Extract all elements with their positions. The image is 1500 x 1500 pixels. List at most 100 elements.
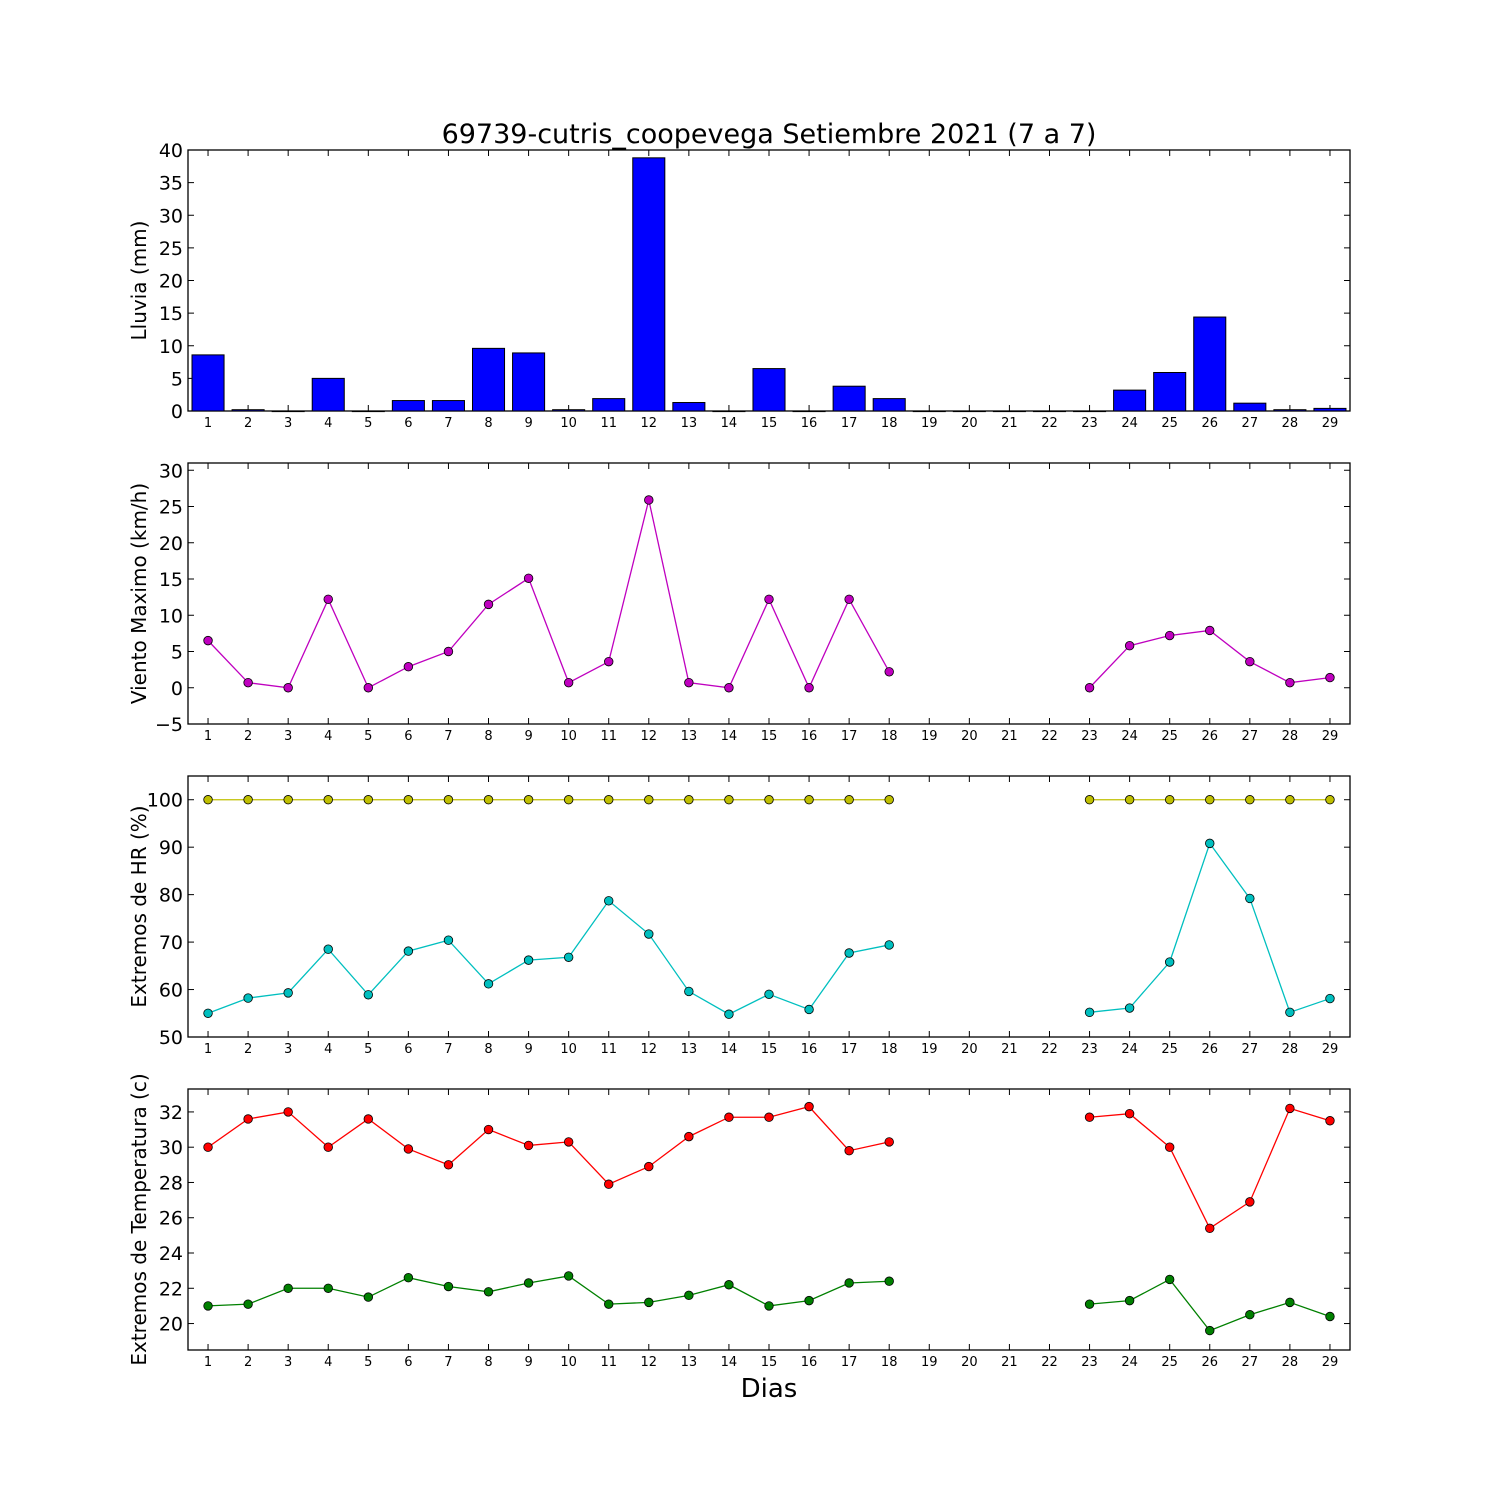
rain-bar <box>391 400 425 412</box>
hr-data-point <box>1285 1007 1295 1018</box>
rain-bar <box>1073 410 1107 413</box>
temp-data-point <box>884 1276 894 1286</box>
wind-x-tick-label: 3 <box>284 729 292 744</box>
hr-data-point <box>243 993 253 1003</box>
rain-bar <box>592 398 626 412</box>
rain-y-axis-label: Lluvia (mm) <box>127 221 151 341</box>
hr-x-tick-label: 27 <box>1242 1042 1259 1057</box>
wind-x-tick-label: 18 <box>881 729 898 744</box>
temp-data-point <box>483 1287 494 1297</box>
temp-data-point <box>724 1280 734 1290</box>
wind-y-tick-label: 5 <box>171 642 183 664</box>
temp-data-point <box>804 1295 814 1306</box>
rain-x-tick-label: 18 <box>881 416 898 431</box>
hr-x-tick-label: 13 <box>681 1042 698 1057</box>
temp-x-tick-label: 9 <box>524 1355 532 1370</box>
wind-y-tick-label: 25 <box>159 497 183 519</box>
hr-x-tick-label: 20 <box>961 1042 978 1057</box>
temp-x-tick-label: 7 <box>444 1355 452 1370</box>
hr-x-tick-label: 2 <box>244 1042 252 1057</box>
rain-bar <box>752 368 786 412</box>
temp-x-tick-label: 13 <box>681 1355 698 1370</box>
rain-x-tick-label: 9 <box>524 416 532 431</box>
temp-x-tick-label: 14 <box>721 1355 738 1370</box>
hr-data-point <box>684 795 694 805</box>
hr-x-tick-label: 29 <box>1322 1042 1339 1057</box>
temp-y-tick-label: 28 <box>159 1172 183 1194</box>
temp-data-point <box>203 1301 213 1311</box>
rain-bar <box>231 409 265 412</box>
temp-y-axis-label: Extremos de Temperatura (c) <box>127 1073 151 1365</box>
rain-x-tick-label: 15 <box>761 416 778 431</box>
hr-data-point <box>443 935 454 945</box>
hr-x-tick-label: 9 <box>524 1042 532 1057</box>
wind-x-tick-label: 20 <box>961 729 978 744</box>
temp-data-point <box>483 1124 494 1135</box>
temp-data-point <box>604 1179 614 1189</box>
temp-data-point <box>243 1114 253 1124</box>
temp-data-point <box>684 1290 694 1301</box>
hr-data-point <box>804 1004 814 1015</box>
rain-bar <box>552 409 586 412</box>
temp-x-tick-label: 16 <box>801 1355 818 1370</box>
hr-series-line <box>207 899 890 1015</box>
rain-bar <box>1233 402 1267 412</box>
hr-x-tick-label: 28 <box>1282 1042 1299 1057</box>
hr-data-point <box>724 1009 734 1019</box>
rain-bar <box>1313 407 1347 412</box>
hr-x-tick-label: 3 <box>284 1042 292 1057</box>
hr-data-point <box>1205 795 1215 805</box>
rain-bar <box>1113 389 1147 412</box>
wind-x-tick-label: 8 <box>484 729 492 744</box>
wind-data-point <box>884 667 894 677</box>
hr-x-tick-label: 1 <box>204 1042 212 1057</box>
rain-y-tick-label: 30 <box>159 205 183 227</box>
temp-data-point <box>604 1299 614 1309</box>
hr-data-point <box>1245 893 1255 904</box>
rain-bar <box>471 347 506 412</box>
rain-x-tick-label: 21 <box>1001 416 1018 431</box>
temp-x-tick-label: 28 <box>1282 1355 1299 1370</box>
hr-data-point <box>443 795 454 805</box>
hr-y-tick-label: 80 <box>159 885 183 907</box>
hr-y-axis-label: Extremos de HR (%) <box>127 805 151 1007</box>
temp-x-tick-label: 23 <box>1081 1355 1098 1370</box>
wind-x-tick-label: 22 <box>1041 729 1058 744</box>
hr-data-point <box>363 990 374 1000</box>
rain-y-tick-label: 35 <box>159 173 183 195</box>
temp-data-point <box>1084 1112 1095 1122</box>
hr-x-tick-label: 12 <box>641 1042 658 1057</box>
wind-y-tick-label: 0 <box>171 678 183 700</box>
hr-data-point <box>243 795 253 805</box>
temp-data-point <box>243 1299 253 1309</box>
temp-x-tick-label: 3 <box>284 1355 292 1370</box>
wind-data-point <box>523 573 534 583</box>
temp-x-tick-label: 19 <box>921 1355 938 1370</box>
rain-bar <box>311 377 345 412</box>
hr-y-tick-label: 90 <box>159 837 183 859</box>
wind-data-point <box>1325 672 1335 683</box>
rain-x-tick-label: 17 <box>841 416 858 431</box>
temp-x-tick-label: 1 <box>204 1355 212 1370</box>
hr-x-tick-label: 17 <box>841 1042 858 1057</box>
hr-data-point <box>1325 795 1335 805</box>
wind-data-point <box>804 683 814 693</box>
hr-data-point <box>403 946 414 956</box>
rain-x-tick-label: 6 <box>404 416 412 431</box>
rain-bar <box>1153 372 1187 412</box>
temp-data-point <box>283 1107 293 1117</box>
hr-data-point <box>684 986 694 997</box>
temp-x-tick-label: 2 <box>244 1355 252 1370</box>
temp-data-point <box>1285 1103 1295 1114</box>
hr-x-tick-label: 14 <box>721 1042 738 1057</box>
rain-x-tick-label: 7 <box>444 416 452 431</box>
wind-y-tick-label: 10 <box>159 605 183 627</box>
temp-x-tick-label: 11 <box>600 1355 617 1370</box>
temp-data-point <box>443 1281 454 1292</box>
hr-data-point <box>1164 795 1175 805</box>
wind-x-tick-label: 7 <box>444 729 452 744</box>
rain-y-tick-label: 0 <box>171 401 183 423</box>
hr-data-point <box>563 795 574 805</box>
wind-data-point <box>724 683 734 693</box>
